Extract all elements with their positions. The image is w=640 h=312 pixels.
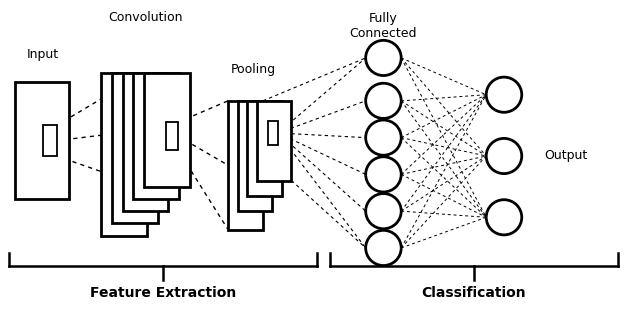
Ellipse shape	[365, 120, 401, 155]
Ellipse shape	[365, 157, 401, 192]
Text: Classification: Classification	[422, 286, 526, 300]
Bar	[15, 82, 69, 199]
Bar	[247, 101, 282, 196]
Ellipse shape	[486, 139, 522, 173]
Bar	[101, 73, 147, 236]
Text: Pooling: Pooling	[231, 63, 276, 76]
Text: Feature Extraction: Feature Extraction	[90, 286, 236, 300]
Bar	[166, 122, 178, 150]
Bar	[237, 101, 273, 211]
Bar	[257, 101, 291, 181]
Text: Output: Output	[544, 149, 588, 163]
Text: Fully
Connected: Fully Connected	[349, 12, 417, 40]
Text: Input: Input	[26, 48, 58, 61]
Ellipse shape	[365, 40, 401, 76]
Text: Convolution: Convolution	[108, 11, 183, 24]
Bar	[268, 121, 278, 145]
Bar	[228, 101, 263, 230]
Ellipse shape	[365, 83, 401, 119]
Bar	[43, 125, 57, 156]
Bar	[123, 73, 168, 211]
Bar	[112, 73, 157, 223]
Ellipse shape	[365, 193, 401, 229]
Bar	[144, 73, 190, 187]
Ellipse shape	[486, 77, 522, 112]
Ellipse shape	[486, 200, 522, 235]
Ellipse shape	[365, 230, 401, 266]
Bar	[134, 73, 179, 199]
